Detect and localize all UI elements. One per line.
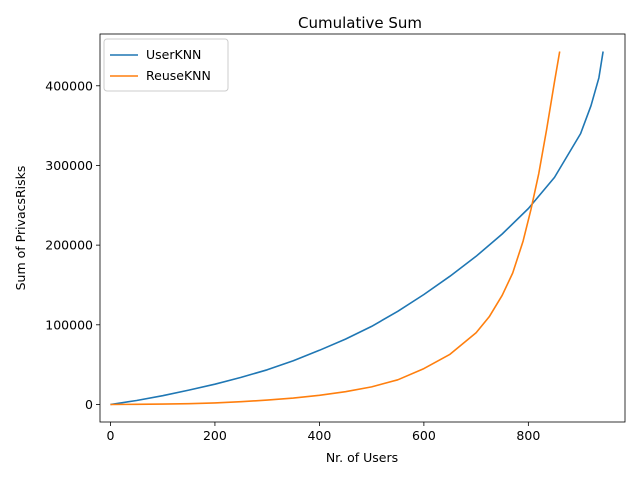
legend: UserKNN ReuseKNN	[103, 38, 229, 92]
y-tick-label: 300000	[45, 158, 93, 173]
legend-label-reuseknn: ReuseKNN	[146, 68, 211, 83]
x-tick-label: 200	[203, 428, 227, 443]
series-line-userknn	[110, 51, 604, 406]
x-tick-label: 400	[307, 428, 331, 443]
y-tick-label: 0	[85, 397, 93, 412]
y-tick-label: 200000	[45, 238, 93, 253]
x-axis: 0 200 400 600 800	[106, 422, 540, 443]
legend-label-userknn: UserKNN	[146, 47, 201, 62]
series-line-reuseknn	[110, 51, 561, 406]
legend-box	[103, 38, 229, 92]
y-tick-label: 100000	[45, 317, 93, 332]
chart-title: Cumulative Sum	[298, 14, 422, 32]
y-axis: 0 100000 200000 300000 400000	[45, 78, 100, 412]
x-tick-label: 800	[516, 428, 540, 443]
x-tick-label: 0	[106, 428, 114, 443]
y-tick-label: 400000	[45, 78, 93, 93]
plot-area	[99, 33, 626, 423]
y-axis-label: Sum of PrivacsRisks	[13, 166, 28, 291]
series-layer	[110, 51, 604, 406]
x-axis-label: Nr. of Users	[326, 450, 398, 465]
x-tick-label: 600	[412, 428, 436, 443]
